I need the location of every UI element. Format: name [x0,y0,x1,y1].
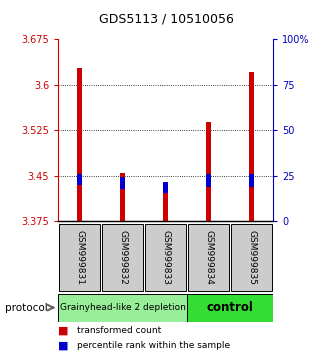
Text: control: control [207,301,253,314]
Text: GSM999834: GSM999834 [204,230,213,285]
Text: transformed count: transformed count [77,326,161,336]
Bar [120,177,125,189]
Text: Grainyhead-like 2 depletion: Grainyhead-like 2 depletion [60,303,186,312]
Bar [77,68,82,221]
Text: GSM999835: GSM999835 [247,230,256,285]
Bar [231,224,272,291]
Bar [188,224,229,291]
Text: ■: ■ [58,341,69,351]
Bar [58,294,187,321]
Bar [59,224,100,291]
Bar [249,72,254,221]
Bar [249,175,254,187]
Bar [187,294,273,321]
Bar [163,187,168,221]
Bar [77,174,82,185]
Text: GSM999832: GSM999832 [118,230,127,285]
Text: GSM999833: GSM999833 [161,230,170,285]
Bar [145,224,186,291]
Text: ■: ■ [58,326,69,336]
Bar [120,173,125,221]
Text: GSM999831: GSM999831 [75,230,84,285]
Text: percentile rank within the sample: percentile rank within the sample [77,341,230,350]
Bar [206,175,211,187]
Text: protocol: protocol [5,303,48,313]
Text: GDS5113 / 10510056: GDS5113 / 10510056 [99,12,234,25]
Bar [206,122,211,221]
Bar [163,182,168,193]
Bar [102,224,143,291]
